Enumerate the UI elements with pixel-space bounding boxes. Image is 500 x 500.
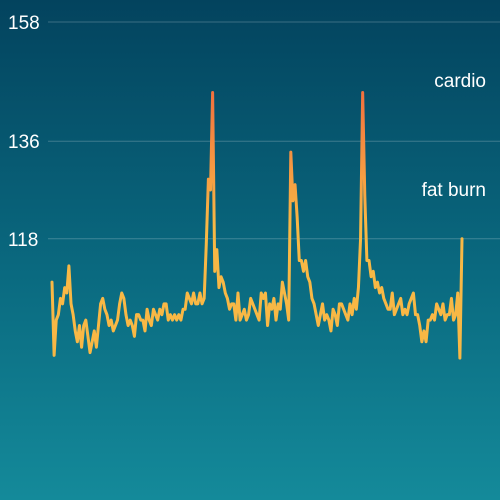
y-axis-ticks: 158 136 118 bbox=[8, 13, 40, 251]
zone-label-cardio: cardio bbox=[434, 71, 486, 92]
zone-label-fat-burn: fat burn bbox=[422, 180, 486, 201]
y-tick-label-118: 118 bbox=[8, 230, 38, 251]
y-tick-label-158: 158 bbox=[8, 13, 40, 34]
y-tick-label-136: 136 bbox=[8, 132, 40, 153]
heart-rate-series-line bbox=[50, 90, 464, 360]
chart-grid bbox=[48, 21, 500, 240]
